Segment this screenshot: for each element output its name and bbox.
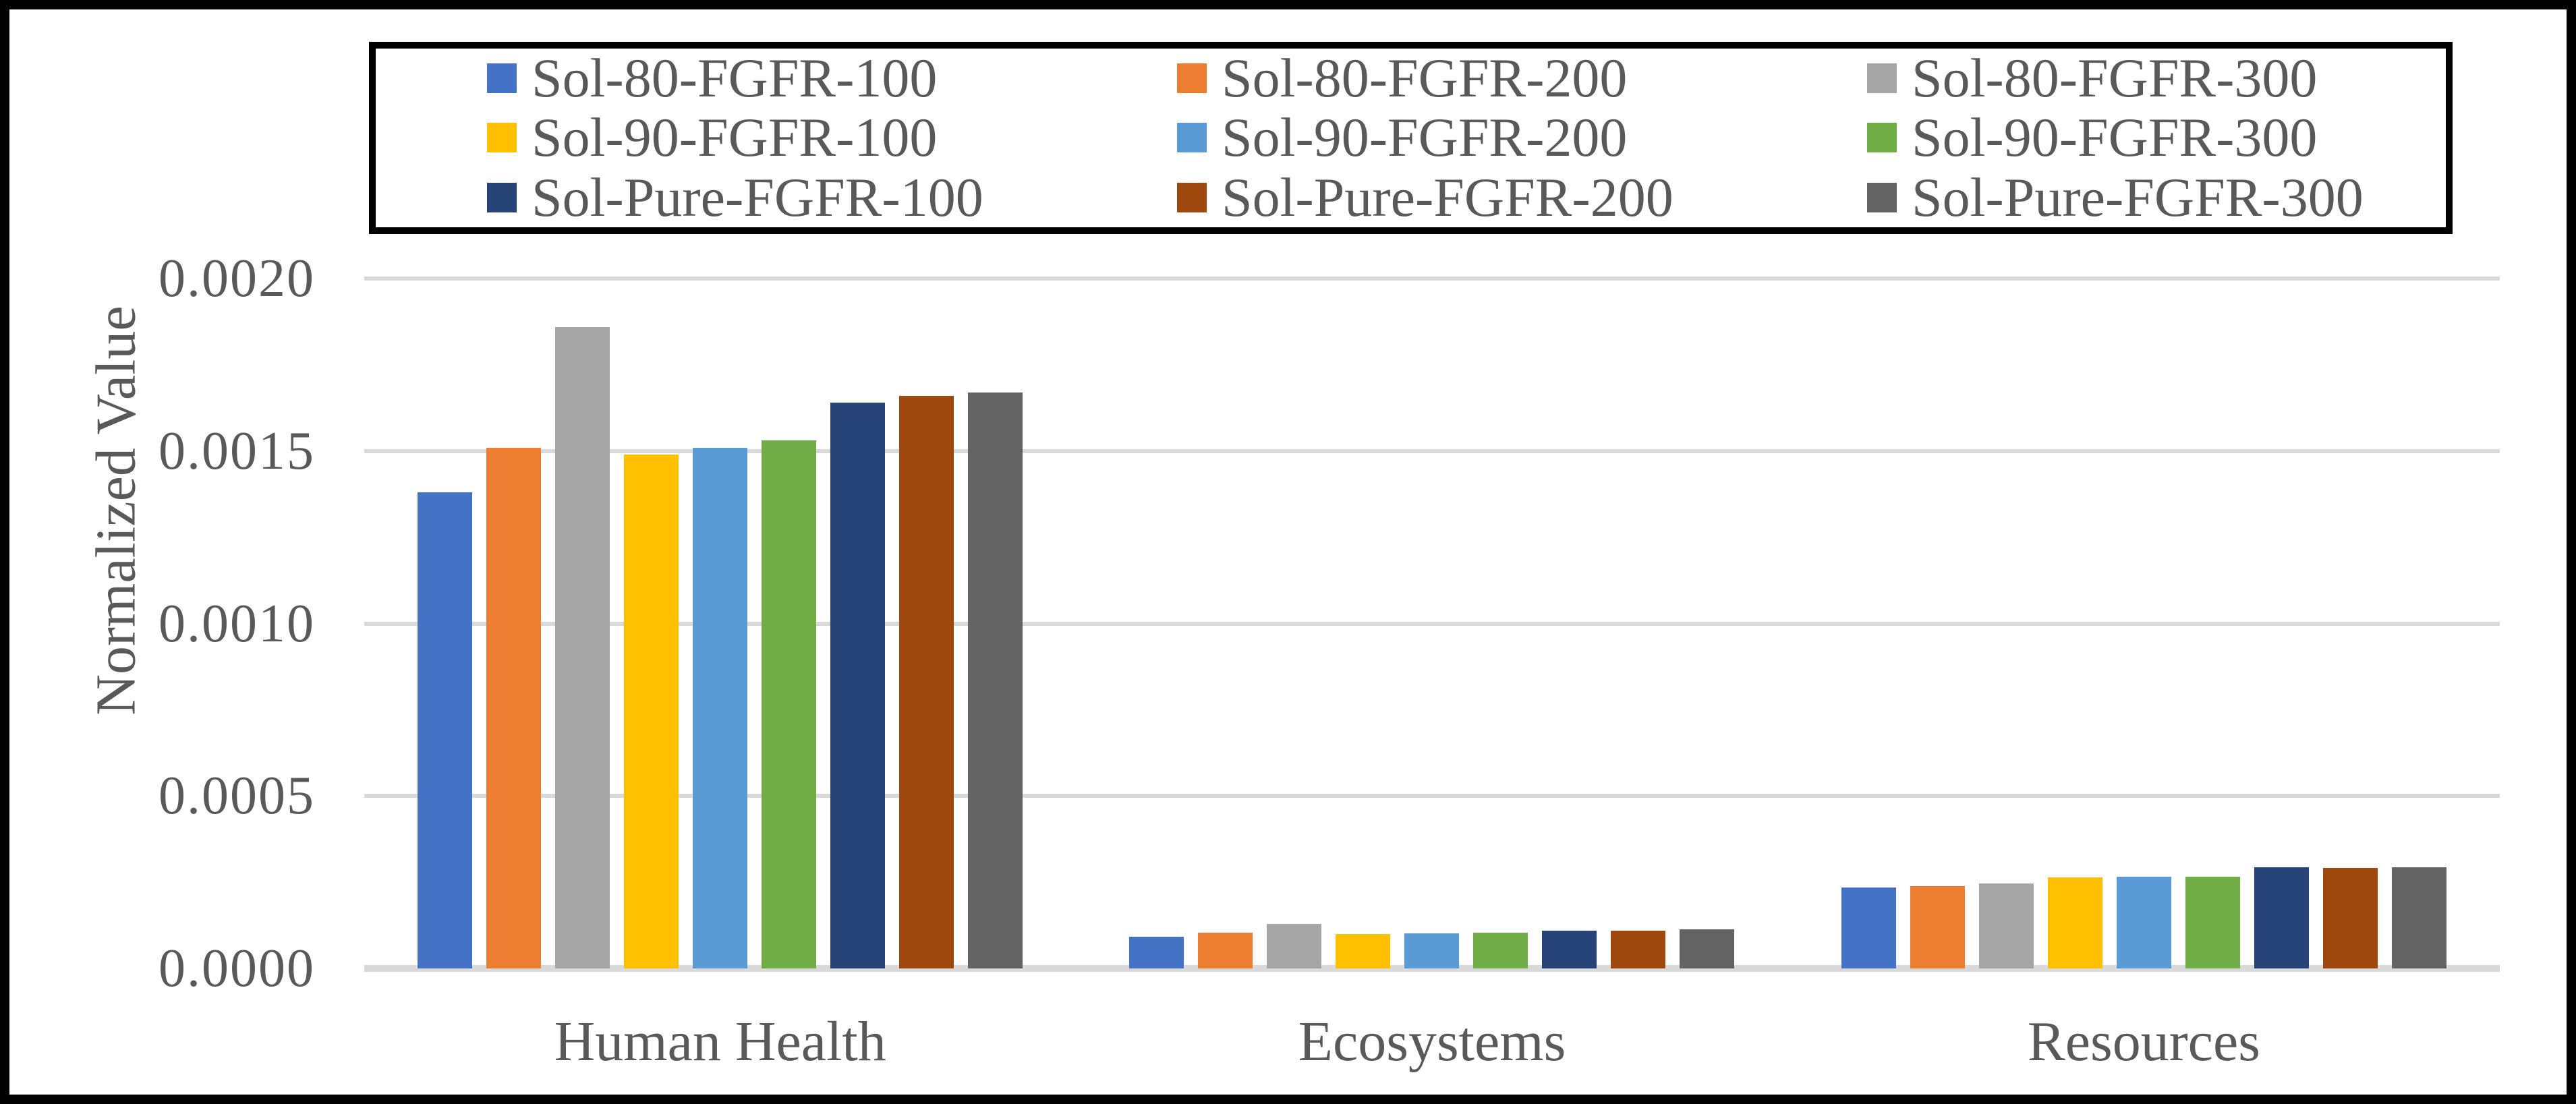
bar-sol-pure-fgfr-300 <box>968 393 1023 968</box>
bar-sol-80-fgfr-100 <box>418 492 473 968</box>
bar-sol-90-fgfr-300 <box>2185 877 2240 968</box>
legend-label: Sol-80-FGFR-200 <box>1222 47 1628 109</box>
bar-sol-80-fgfr-300 <box>1978 883 2034 968</box>
bar-sol-90-fgfr-100 <box>2047 877 2102 968</box>
legend-label: Sol-90-FGFR-300 <box>1912 107 2318 169</box>
x-axis-category-label: Ecosystems <box>1298 1010 1566 1073</box>
bar-sol-80-fgfr-200 <box>1910 886 1965 968</box>
legend-swatch <box>487 63 517 94</box>
legend-swatch <box>1867 182 1897 212</box>
legend-swatch <box>1177 63 1207 94</box>
bar-sol-90-fgfr-100 <box>1336 934 1391 968</box>
legend-label: Sol-Pure-FGFR-100 <box>532 166 983 228</box>
y-axis-tick-label: 0.0015 <box>159 421 315 481</box>
legend-swatch <box>1867 123 1897 153</box>
legend-swatch <box>1867 63 1897 94</box>
legend-swatch <box>1177 123 1207 153</box>
legend-label: Sol-Pure-FGFR-200 <box>1222 166 1673 228</box>
legend-item-sol-pure-fgfr-300: Sol-Pure-FGFR-300 <box>1756 166 2446 228</box>
bar-sol-90-fgfr-300 <box>762 440 817 968</box>
bar-sol-80-fgfr-200 <box>1198 933 1253 968</box>
y-axis-tick-label: 0.0005 <box>159 766 315 826</box>
legend-item-sol-90-fgfr-200: Sol-90-FGFR-200 <box>1066 110 1756 165</box>
legend-item-sol-90-fgfr-100: Sol-90-FGFR-100 <box>376 110 1066 165</box>
legend-item-sol-80-fgfr-200: Sol-80-FGFR-200 <box>1066 51 1756 106</box>
legend-item-sol-90-fgfr-300: Sol-90-FGFR-300 <box>1756 110 2446 165</box>
bar-sol-pure-fgfr-200 <box>1611 931 1666 968</box>
x-axis-line <box>364 965 2500 972</box>
gridline <box>364 794 2500 798</box>
bar-sol-80-fgfr-300 <box>1267 924 1322 968</box>
bar-sol-90-fgfr-200 <box>2116 877 2171 968</box>
legend-item-sol-pure-fgfr-200: Sol-Pure-FGFR-200 <box>1066 166 1756 228</box>
bar-sol-pure-fgfr-300 <box>2391 867 2446 968</box>
gridline <box>364 277 2500 281</box>
y-axis-tick-label: 0.0010 <box>159 593 315 653</box>
y-axis-tick-label: 0.0020 <box>159 249 315 308</box>
legend-swatch <box>487 123 517 153</box>
legend-label: Sol-Pure-FGFR-300 <box>1912 166 2364 228</box>
bar-sol-90-fgfr-100 <box>624 455 679 968</box>
gridline <box>364 448 2500 453</box>
legend-item-sol-80-fgfr-100: Sol-80-FGFR-100 <box>376 51 1066 106</box>
legend-swatch <box>487 182 517 212</box>
gridline <box>364 621 2500 626</box>
bar-sol-pure-fgfr-100 <box>1542 931 1597 968</box>
bar-sol-90-fgfr-200 <box>693 448 748 968</box>
bar-sol-80-fgfr-200 <box>486 448 542 968</box>
bar-sol-pure-fgfr-200 <box>2322 868 2378 968</box>
bar-group-human-health <box>364 279 1076 968</box>
bar-sol-pure-fgfr-100 <box>2254 867 2309 968</box>
legend-label: Sol-80-FGFR-100 <box>532 47 938 109</box>
legend-item-sol-pure-fgfr-100: Sol-Pure-FGFR-100 <box>376 166 1066 228</box>
bar-sol-90-fgfr-200 <box>1404 933 1460 968</box>
x-axis-category-label: Resources <box>2027 1010 2260 1073</box>
bar-sol-pure-fgfr-100 <box>830 403 886 968</box>
legend-label: Sol-90-FGFR-200 <box>1222 107 1628 169</box>
y-axis-tick-label: 0.0000 <box>159 939 315 998</box>
x-axis-category-label: Human Health <box>554 1010 886 1073</box>
legend-label: Sol-90-FGFR-100 <box>532 107 938 169</box>
bar-sol-90-fgfr-300 <box>1473 933 1528 968</box>
legend-swatch <box>1177 182 1207 212</box>
legend-label: Sol-80-FGFR-300 <box>1912 47 2318 109</box>
bar-sol-80-fgfr-100 <box>1129 937 1184 968</box>
bar-group-ecosystems <box>1076 279 1787 968</box>
legend-item-sol-80-fgfr-300: Sol-80-FGFR-300 <box>1756 51 2446 106</box>
bar-group-resources <box>1788 279 2500 968</box>
bar-sol-pure-fgfr-300 <box>1680 929 1735 968</box>
bar-sol-pure-fgfr-200 <box>899 396 954 968</box>
legend-box: Sol-80-FGFR-100 Sol-80-FGFR-200 Sol-80-FGF… <box>369 42 2453 234</box>
bar-sol-80-fgfr-300 <box>555 327 610 968</box>
bar-sol-80-fgfr-100 <box>1841 888 1896 968</box>
